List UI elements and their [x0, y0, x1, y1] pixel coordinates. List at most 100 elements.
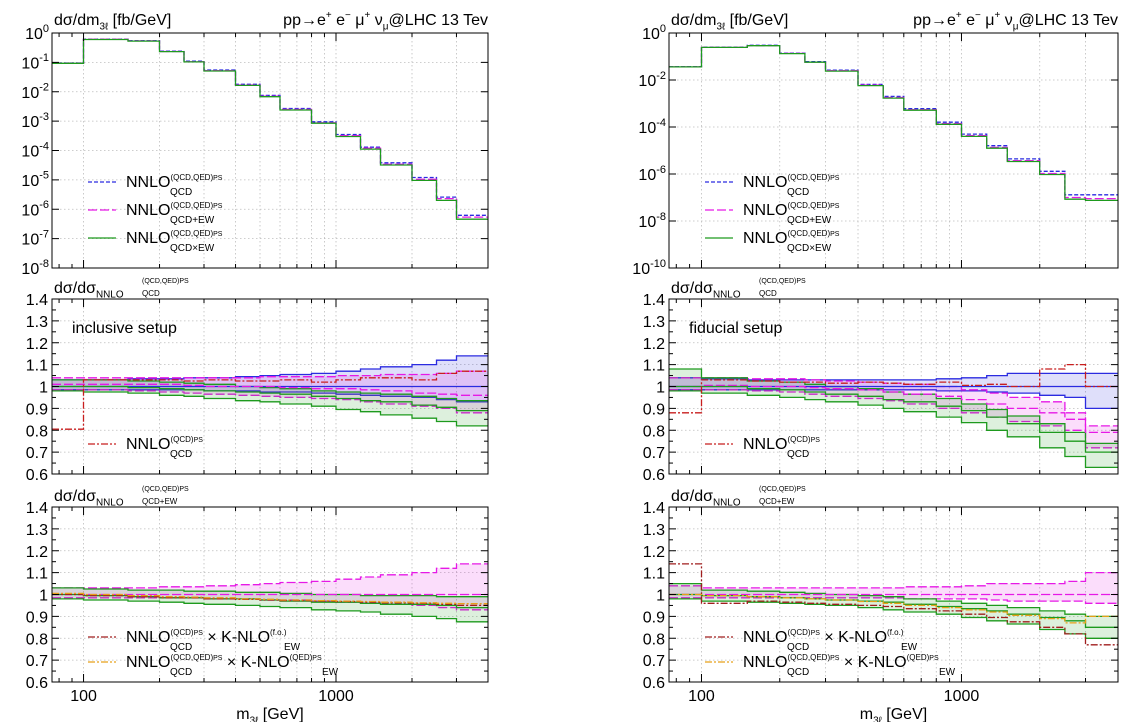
y-tick-label: 10-4: [638, 117, 666, 137]
y-tick-label: 0.9: [26, 609, 48, 626]
y-tick-label: 10-4: [21, 140, 49, 160]
y-tick-label: 0.7: [26, 445, 48, 462]
y-axis-label-sup: (QCD,QED)PS: [759, 278, 806, 285]
y-tick-label: 1.3: [643, 314, 665, 331]
series-line: [52, 38, 488, 218]
y-tick-label: 1: [39, 588, 48, 605]
band-edge-down: [52, 390, 488, 427]
legend-label: NNLO(QCD,QED)PS: [126, 229, 223, 247]
y-tick-label: 10-7: [21, 228, 49, 248]
y-tick-label: 100: [642, 23, 666, 43]
uncertainty-band: [52, 379, 488, 426]
y-tick-label: 1: [39, 380, 48, 397]
series-line: [52, 38, 488, 220]
plot-frame: [668, 32, 1119, 269]
legend-label-sub: QCD: [170, 642, 192, 653]
legend-label-sub: QCD+EW: [787, 215, 832, 226]
y-axis-label: dσ/dm3ℓ [fb/GeV]: [671, 12, 788, 32]
series-group: [669, 363, 1118, 469]
legend-label-sub: EW: [284, 642, 301, 653]
y-axis-label-sup: (QCD,QED)PS: [142, 278, 189, 285]
uncertainty-band: [669, 572, 1118, 604]
y-tick-label: 10-10: [632, 258, 666, 278]
band-edge-down: [52, 389, 488, 414]
x-axis-label: m3ℓ [GeV]: [236, 706, 303, 722]
series-line: [52, 592, 488, 605]
y-tick-label: 1.4: [26, 292, 48, 309]
legend-label: NNLO(QCD,QED)PS: [743, 229, 840, 247]
series-line: [669, 363, 1118, 414]
y-tick-label: 10-3: [21, 111, 49, 131]
legend-label-sub: QCD×EW: [170, 243, 215, 254]
y-tick-label: 10-2: [638, 70, 666, 90]
y-tick-label: 0.7: [643, 445, 665, 462]
series-line: [52, 383, 488, 396]
legend-label-sub: QCD: [787, 667, 809, 678]
y-axis-label-sub: QCD: [759, 289, 777, 298]
y-tick-label: 1: [656, 588, 665, 605]
legend-label: NNLO(QCD,QED)PS: [126, 173, 223, 191]
y-tick-label: 10-2: [21, 82, 49, 102]
x-tick-label: 1000: [318, 688, 354, 705]
legend-label-sub: QCD×EW: [787, 243, 832, 254]
series-group: [52, 563, 488, 623]
legend-label-sub: QCD: [787, 187, 809, 198]
y-tick-label: 0.6: [26, 467, 48, 484]
band-edge-up: [52, 563, 488, 589]
band-edge-up: [669, 571, 1118, 589]
legend-label: NNLO(QCD)PS × K-NLO(f.o.): [743, 628, 904, 646]
y-axis-label: dσ/dm3ℓ [fb/GeV]: [54, 12, 171, 32]
y-tick-label: 1.4: [643, 292, 665, 309]
process-label: pp→e+ e− μ+ νμ@LHC 13 Tev: [913, 10, 1118, 33]
legend-label: NNLO(QCD)PS: [743, 435, 820, 453]
process-label: pp→e+ e− μ+ νμ@LHC 13 Tev: [283, 10, 488, 33]
y-tick-label: 1.4: [643, 500, 665, 517]
series-line: [669, 593, 1118, 624]
y-axis-label: dσ/dσNNLO: [54, 488, 124, 508]
band-edge-down: [52, 598, 488, 623]
panel-right-middle: 0.6 0.7 0.8 0.9 1 1.1 1.2 1.3 1.4 fiducial setup d…: [643, 278, 1119, 484]
legend-label: NNLO(QCD,QED)PS: [743, 201, 840, 219]
legend-label: NNLO(QCD,QED)PS: [743, 173, 840, 191]
uncertainty-band: [52, 563, 488, 610]
band-edge-down: [669, 389, 1118, 449]
band-edge-up: [52, 587, 488, 598]
y-tick-label: 1: [656, 380, 665, 397]
y-tick-label: 1.3: [643, 522, 665, 539]
y-tick-label: 0.7: [643, 653, 665, 670]
x-tick-label: 100: [70, 688, 97, 705]
y-tick-label: 1.4: [26, 500, 48, 517]
y-tick-label: 0.6: [26, 675, 48, 692]
legend-label: NNLO(QCD)PS: [126, 435, 203, 453]
y-tick-label: 1.2: [643, 336, 665, 353]
y-tick-label: 0.8: [26, 423, 48, 440]
legend-label: NNLO(QCD)PS × K-NLO(f.o.): [126, 628, 287, 646]
legend-label-sub: QCD: [170, 667, 192, 678]
y-axis-label: dσ/dσNNLO: [54, 280, 124, 300]
x-axis-label: m3ℓ [GeV]: [860, 706, 927, 722]
band-edge-up: [52, 355, 488, 381]
series-line: [52, 385, 488, 412]
y-tick-label: 0.9: [26, 401, 48, 418]
y-tick-label: 1.3: [26, 522, 48, 539]
y-tick-label: 10-1: [21, 52, 49, 72]
y-axis-label-sup: (QCD,QED)PS: [142, 486, 189, 493]
series-line: [669, 44, 1118, 196]
legend-label-sub: QCD+EW: [170, 215, 215, 226]
legend-label: NNLO(QCD,QED)PS × K-NLO(QED)PS: [743, 653, 939, 671]
setup-annotation: fiducial setup: [689, 320, 782, 337]
legend-label-sub: QCD: [170, 449, 192, 460]
y-axis-label-sub: QCD+EW: [142, 497, 178, 506]
y-tick-label: 0.9: [643, 401, 665, 418]
legend-label-sub: QCD: [787, 449, 809, 460]
y-axis-label: dσ/dσNNLO: [671, 280, 741, 300]
legend-label-sub: EW: [901, 642, 918, 653]
y-tick-label: 1.1: [643, 566, 665, 583]
series-group: [669, 563, 1118, 646]
y-tick-label: 1.3: [26, 314, 48, 331]
uncertainty-band: [52, 587, 488, 622]
series-group: [52, 38, 488, 220]
y-tick-label: 0.8: [26, 631, 48, 648]
series-line: [669, 45, 1118, 202]
